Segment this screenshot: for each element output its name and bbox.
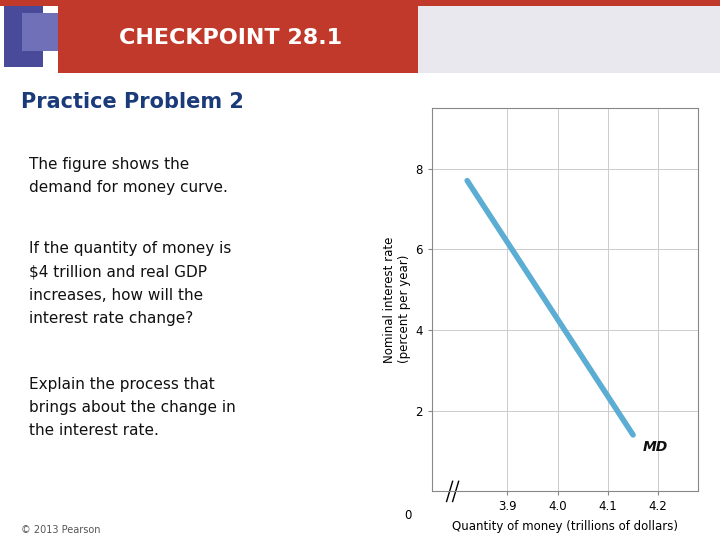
- Text: Practice Problem 2: Practice Problem 2: [21, 92, 244, 112]
- Text: If the quantity of money is
$4 trillion and real GDP
increases, how will the
int: If the quantity of money is $4 trillion …: [30, 241, 232, 326]
- Text: CHECKPOINT 28.1: CHECKPOINT 28.1: [119, 28, 342, 48]
- Bar: [4, 6, 43, 67]
- Bar: [22, 13, 58, 51]
- Bar: [58, 0, 418, 73]
- Text: © 2013 Pearson: © 2013 Pearson: [21, 525, 100, 535]
- Text: MD: MD: [643, 440, 668, 454]
- Bar: [418, 0, 720, 73]
- Text: 0: 0: [405, 509, 412, 522]
- Y-axis label: Nominal interest rate
(percent per year): Nominal interest rate (percent per year): [383, 237, 411, 363]
- Text: The figure shows the
demand for money curve.: The figure shows the demand for money cu…: [30, 157, 228, 195]
- X-axis label: Quantity of money (trillions of dollars): Quantity of money (trillions of dollars): [452, 521, 678, 534]
- Bar: [0, 0, 720, 6]
- Text: Explain the process that
brings about the change in
the interest rate.: Explain the process that brings about th…: [30, 376, 236, 438]
